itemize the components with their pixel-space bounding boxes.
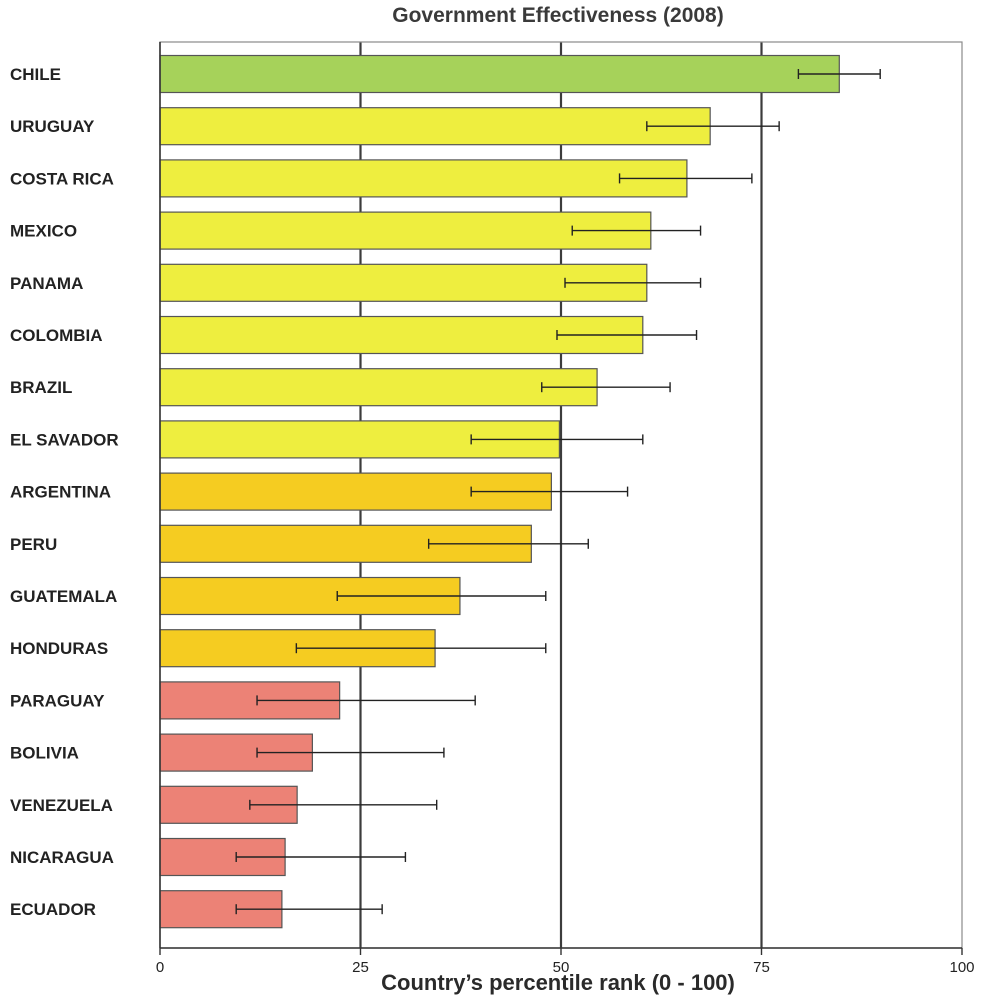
error-bar-mexico — [571, 225, 702, 236]
error-bar-venezuela — [249, 799, 438, 810]
category-label-nicaragua: NICARAGUA — [10, 848, 114, 867]
bar-uruguay — [159, 107, 711, 146]
category-label-mexico: MEXICO — [10, 222, 77, 241]
bar-mexico — [159, 211, 652, 250]
error-bar-argentina — [470, 486, 629, 497]
error-bar-chile — [797, 69, 881, 79]
bar-chile — [159, 54, 840, 94]
category-label-panama: PANAMA — [10, 274, 83, 293]
error-bar-uruguay — [646, 121, 780, 132]
category-label-peru: PERU — [10, 535, 57, 554]
bar-brazil — [159, 368, 598, 407]
tick-label-75: 75 — [753, 959, 770, 976]
category-label-ecuador: ECUADOR — [10, 900, 96, 919]
category-label-uruguay: URUGUAY — [10, 117, 95, 136]
error-bar-brazil — [541, 382, 671, 393]
category-label-honduras: HONDURAS — [10, 639, 108, 658]
category-label-guatemala: GUATEMALA — [10, 587, 117, 606]
error-bar-guatemala — [336, 591, 547, 601]
category-labels: CHILE URUGUAY COSTA RICA MEXICO PANAMA COLOMB… — [10, 65, 119, 919]
error-bar-panama — [564, 277, 702, 288]
error-bar-peru — [427, 538, 589, 549]
category-label-venezuela: VENEZUELA — [10, 796, 113, 815]
error-bar-el-savador — [470, 434, 644, 445]
tick-labels: 0 25 50 75 100 — [156, 948, 975, 976]
category-label-bolivia: BOLIVIA — [10, 744, 79, 763]
x-axis-label: Country’s percentile rank (0 - 100) — [381, 970, 735, 995]
error-bar-honduras — [295, 643, 547, 654]
error-bar-bolivia — [256, 747, 445, 758]
error-bar-nicaragua — [235, 852, 407, 862]
tick-label-0: 0 — [156, 959, 164, 976]
category-label-paraguay: PARAGUAY — [10, 691, 105, 710]
category-label-argentina: ARGENTINA — [10, 483, 111, 502]
error-bar-layer — [235, 69, 881, 915]
category-label-colombia: COLOMBIA — [10, 326, 103, 345]
tick-label-100: 100 — [949, 959, 974, 976]
bar-costa-rica — [159, 159, 688, 198]
error-bar-costa-rica — [618, 173, 753, 184]
tick-label-50: 50 — [553, 959, 570, 976]
category-label-el-savador: EL SAVADOR — [10, 430, 119, 449]
error-bar-paraguay — [256, 695, 476, 706]
error-bar-colombia — [556, 330, 698, 340]
category-label-costa-rica: COSTA RICA — [10, 169, 114, 188]
category-label-brazil: BRAZIL — [10, 378, 72, 397]
error-bar-ecuador — [235, 904, 383, 915]
category-label-chile: CHILE — [10, 65, 61, 84]
tick-label-25: 25 — [352, 959, 369, 976]
chart-title: Government Effectiveness (2008) — [392, 4, 724, 27]
